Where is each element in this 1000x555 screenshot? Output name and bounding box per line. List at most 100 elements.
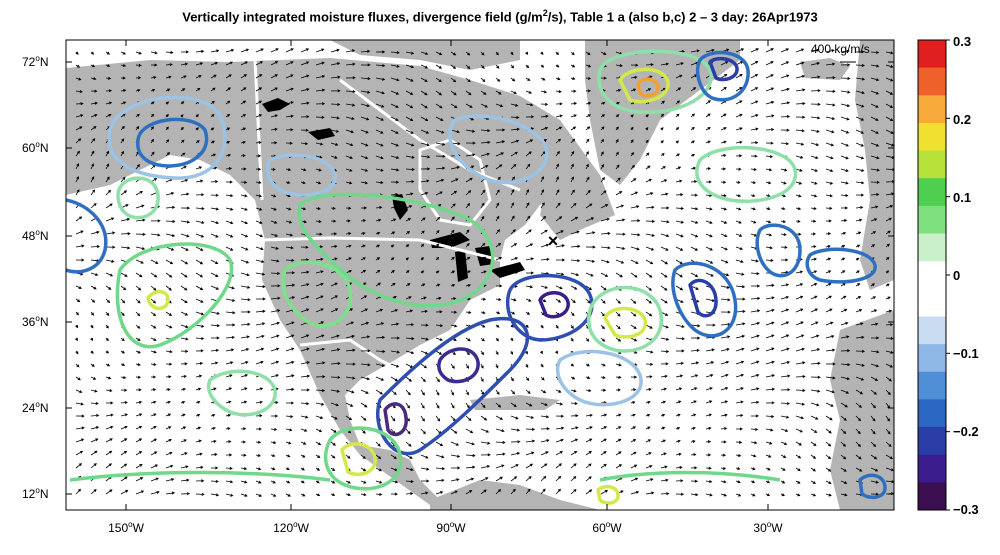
flux-vector — [480, 77, 486, 83]
flux-vector — [810, 441, 817, 447]
flux-vector — [495, 242, 502, 248]
flux-vector — [630, 413, 636, 417]
flux-vector — [705, 466, 712, 470]
flux-vector — [540, 427, 550, 431]
flux-vector — [135, 311, 141, 317]
flux-vector — [585, 426, 593, 430]
land-labrador — [540, 120, 615, 240]
flux-vector — [825, 129, 835, 134]
flux-vector — [465, 202, 471, 209]
flux-vector — [405, 218, 412, 222]
flux-vector — [315, 48, 325, 53]
flux-vector — [150, 259, 159, 264]
flux-vector — [210, 361, 219, 365]
flux-vector — [810, 467, 816, 472]
flux-vector — [435, 154, 446, 158]
flux-vector — [720, 194, 727, 198]
flux-vector — [510, 202, 515, 209]
flux-vector — [810, 194, 818, 198]
flux-vector — [885, 389, 891, 396]
flux-vector — [180, 101, 185, 105]
flux-vector — [480, 350, 485, 356]
flux-vector — [825, 155, 834, 160]
flux-vector — [825, 295, 832, 300]
flux-vector — [630, 401, 636, 405]
flux-vector — [75, 77, 82, 81]
flux-vector — [660, 387, 667, 391]
flux-vector — [255, 167, 262, 171]
flux-vector — [450, 166, 461, 170]
flux-vector — [735, 466, 741, 470]
flux-vector — [270, 296, 281, 300]
flux-vector — [105, 203, 113, 209]
flux-vector — [510, 115, 520, 119]
flux-vector — [135, 363, 141, 367]
flux-vector — [330, 389, 341, 393]
flux-vector — [510, 139, 520, 144]
flux-vector — [630, 114, 634, 118]
flux-vector — [330, 206, 336, 210]
flux-vector — [435, 129, 445, 134]
flux-vector — [690, 180, 698, 184]
flux-vector — [675, 113, 680, 118]
contour-green-tropics — [69, 470, 781, 482]
flux-vector — [120, 272, 128, 277]
flux-vector — [225, 453, 233, 457]
flux-vector — [795, 270, 804, 274]
flux-vector — [750, 127, 759, 131]
flux-vector — [720, 180, 727, 184]
flux-vector — [705, 127, 711, 131]
flux-vector — [705, 100, 711, 105]
flux-vector — [90, 285, 97, 290]
flux-vector — [465, 77, 471, 83]
flux-vector — [345, 389, 355, 394]
flux-vector — [375, 231, 381, 235]
flux-vector — [210, 426, 216, 430]
flux-vector — [390, 155, 400, 160]
flux-vector — [705, 180, 712, 184]
contour-yellow-caribbean — [340, 442, 377, 477]
flux-vector — [270, 334, 280, 339]
flux-vector — [435, 478, 445, 482]
flux-vector — [885, 77, 894, 82]
flux-vector — [225, 233, 234, 238]
flux-vector — [735, 180, 741, 184]
flux-vector — [450, 190, 458, 196]
flux-vector — [630, 151, 635, 157]
flux-vector — [375, 244, 380, 248]
flux-vector — [705, 453, 712, 457]
flux-vector — [825, 194, 833, 198]
flux-vector — [195, 179, 204, 183]
flux-vector — [225, 153, 232, 157]
flux-vector — [135, 204, 145, 209]
flux-vector — [840, 441, 846, 447]
flux-vector — [270, 61, 279, 66]
flux-vector — [150, 75, 157, 80]
flux-vector — [885, 230, 891, 235]
flux-vector — [465, 389, 469, 396]
flux-vector — [735, 400, 744, 404]
flux-vector — [495, 311, 501, 315]
contour-green-tropics-2 — [207, 369, 277, 417]
flux-vector — [570, 216, 579, 222]
flux-vector — [420, 283, 426, 287]
flux-vector — [495, 415, 504, 420]
flux-vector — [315, 415, 324, 420]
flux-vector — [465, 490, 473, 495]
flux-vector — [345, 321, 355, 326]
flux-vector — [195, 361, 204, 365]
flux-vector — [150, 451, 158, 456]
flux-vector — [210, 87, 216, 92]
flux-vector — [195, 114, 199, 118]
flux-vector — [870, 428, 876, 435]
flux-vector — [585, 76, 592, 80]
flux-vector — [180, 220, 191, 224]
flux-vector — [780, 308, 790, 313]
flux-vector — [555, 150, 560, 157]
flux-vector — [795, 441, 802, 446]
flux-vector — [180, 400, 186, 404]
flux-vector — [870, 363, 880, 368]
flux-vector — [240, 154, 246, 158]
flux-vector — [705, 259, 714, 264]
flux-vector — [570, 101, 578, 106]
